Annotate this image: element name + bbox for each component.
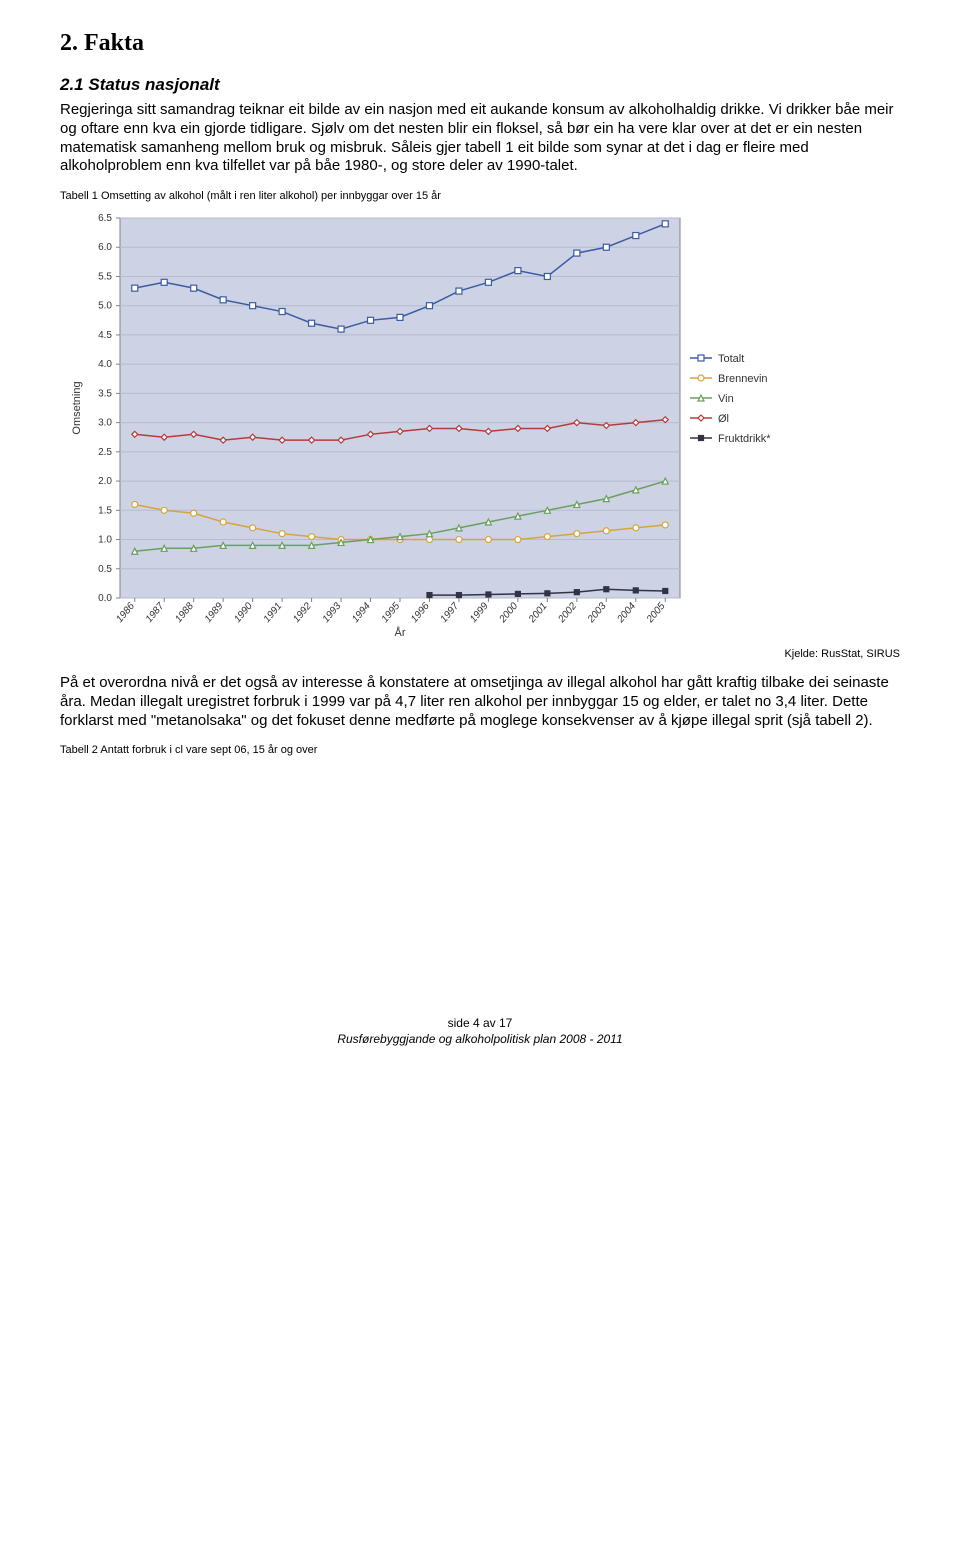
paragraph-1: Regjeringa sitt samandrag teiknar eit bi… — [60, 101, 900, 176]
footer-page-number: side 4 av 17 — [60, 1016, 900, 1032]
svg-text:1.0: 1.0 — [98, 535, 112, 546]
svg-text:5.0: 5.0 — [98, 301, 112, 312]
svg-text:Omsetning: Omsetning — [71, 381, 83, 434]
svg-text:3.0: 3.0 — [98, 418, 112, 429]
chart-source: Kjelde: RusStat, SIRUS — [60, 648, 900, 660]
table2-caption: Tabell 2 Antatt forbruk i cl vare sept 0… — [60, 744, 900, 756]
svg-text:Vin: Vin — [718, 393, 734, 405]
svg-text:6.5: 6.5 — [98, 213, 112, 224]
footer-doc-title: Rusførebyggjande og alkoholpolitisk plan… — [60, 1032, 900, 1048]
svg-text:4.5: 4.5 — [98, 330, 112, 341]
svg-text:0.5: 0.5 — [98, 564, 112, 575]
svg-text:2.0: 2.0 — [98, 476, 112, 487]
page-footer: side 4 av 17 Rusførebyggjande og alkohol… — [60, 1016, 900, 1047]
svg-text:2.5: 2.5 — [98, 447, 112, 458]
svg-text:År: År — [395, 626, 406, 638]
svg-text:6.0: 6.0 — [98, 242, 112, 253]
chart-container: 0.0 0.5 1.0 1.5 2.0 2.5 3.0 3.5 4.0 4.5 5.0 5.5 6.0 6… — [60, 208, 900, 638]
svg-text:3.5: 3.5 — [98, 388, 112, 399]
svg-text:Øl: Øl — [718, 413, 729, 425]
svg-text:Fruktdrikk*: Fruktdrikk* — [718, 433, 771, 445]
table1-caption: Tabell 1 Omsetting av alkohol (målt i re… — [60, 190, 900, 202]
svg-text:4.0: 4.0 — [98, 359, 112, 370]
svg-text:1.5: 1.5 — [98, 505, 112, 516]
subsection-heading: 2.1 Status nasjonalt — [60, 75, 900, 95]
svg-text:Totalt: Totalt — [718, 353, 744, 365]
svg-text:Brennevin: Brennevin — [718, 373, 768, 385]
line-chart: 0.0 0.5 1.0 1.5 2.0 2.5 3.0 3.5 4.0 4.5 5.0 5.5 6.0 6… — [60, 208, 820, 638]
svg-text:0.0: 0.0 — [98, 593, 112, 604]
footer-doc-title-text: Rusførebyggjande og alkoholpolitisk plan… — [337, 1032, 622, 1046]
section-heading: 2. Fakta — [60, 30, 900, 57]
paragraph-2: På et overordna nivå er det også av inte… — [60, 674, 900, 730]
svg-text:5.5: 5.5 — [98, 271, 112, 282]
